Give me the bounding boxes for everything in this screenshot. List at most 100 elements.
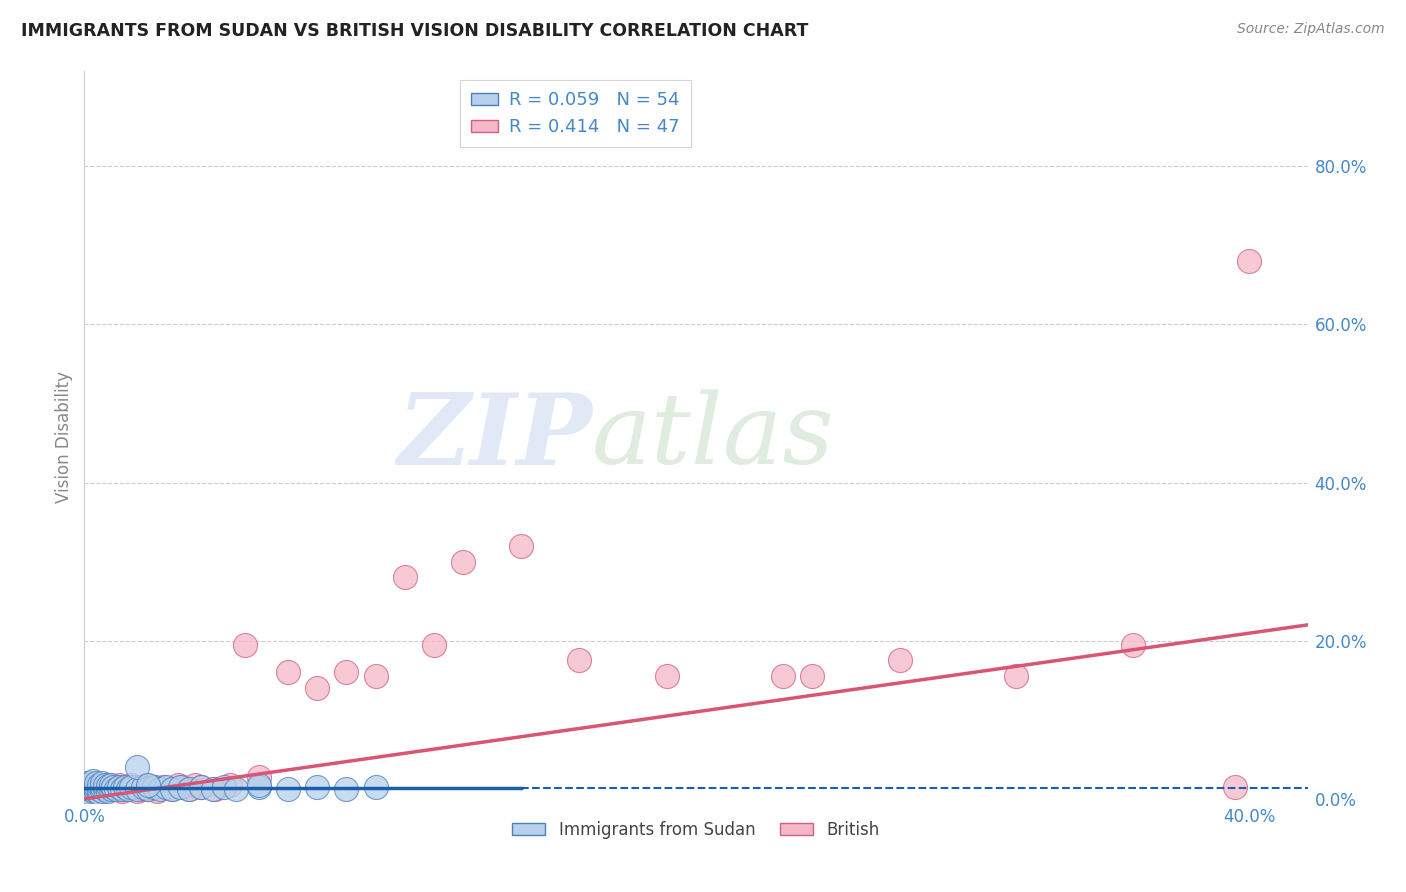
- Point: [307, 780, 329, 794]
- Point: [247, 771, 270, 785]
- Point: [103, 780, 125, 794]
- Point: [131, 782, 153, 797]
- Point: [889, 653, 911, 667]
- Point: [105, 782, 128, 797]
- Point: [225, 782, 247, 797]
- Text: atlas: atlas: [592, 390, 835, 484]
- Point: [364, 669, 387, 683]
- Point: [138, 782, 160, 797]
- Point: [84, 780, 107, 794]
- Point: [131, 780, 153, 794]
- Point: [90, 784, 112, 798]
- Point: [568, 653, 591, 667]
- Point: [84, 784, 107, 798]
- Point: [100, 782, 122, 797]
- Point: [149, 782, 172, 797]
- Point: [84, 776, 107, 790]
- Point: [120, 780, 142, 794]
- Point: [135, 778, 157, 792]
- Point: [247, 780, 270, 794]
- Point: [772, 669, 794, 683]
- Point: [128, 780, 150, 794]
- Point: [117, 782, 139, 797]
- Point: [1122, 638, 1144, 652]
- Point: [100, 778, 122, 792]
- Point: [510, 539, 533, 553]
- Point: [97, 779, 120, 793]
- Point: [335, 782, 357, 797]
- Point: [108, 778, 131, 792]
- Point: [114, 780, 136, 794]
- Text: ZIP: ZIP: [396, 389, 592, 485]
- Point: [655, 669, 678, 683]
- Point: [152, 780, 174, 794]
- Point: [143, 780, 166, 794]
- Point: [87, 782, 110, 797]
- Point: [90, 780, 112, 794]
- Point: [120, 778, 142, 792]
- Point: [100, 782, 122, 797]
- Point: [87, 785, 110, 799]
- Point: [201, 782, 224, 797]
- Point: [179, 782, 201, 797]
- Point: [82, 784, 104, 798]
- Point: [160, 782, 183, 797]
- Point: [138, 778, 160, 792]
- Point: [76, 780, 98, 794]
- Point: [79, 776, 101, 790]
- Legend: Immigrants from Sudan, British: Immigrants from Sudan, British: [505, 814, 887, 846]
- Point: [801, 669, 824, 683]
- Point: [1005, 669, 1028, 683]
- Point: [169, 780, 191, 794]
- Point: [111, 784, 134, 798]
- Point: [125, 782, 148, 797]
- Point: [166, 778, 188, 792]
- Point: [93, 780, 115, 794]
- Point: [79, 779, 101, 793]
- Point: [1223, 780, 1246, 794]
- Point: [138, 782, 160, 797]
- Point: [76, 776, 98, 790]
- Point: [122, 780, 145, 794]
- Point: [79, 785, 101, 799]
- Point: [114, 780, 136, 794]
- Text: IMMIGRANTS FROM SUDAN VS BRITISH VISION DISABILITY CORRELATION CHART: IMMIGRANTS FROM SUDAN VS BRITISH VISION …: [21, 22, 808, 40]
- Point: [93, 778, 115, 792]
- Point: [212, 780, 235, 794]
- Point: [219, 778, 242, 792]
- Point: [87, 778, 110, 792]
- Point: [76, 784, 98, 798]
- Point: [204, 782, 226, 797]
- Point: [87, 782, 110, 797]
- Point: [125, 784, 148, 798]
- Point: [1239, 254, 1261, 268]
- Point: [103, 780, 125, 794]
- Point: [160, 782, 183, 797]
- Point: [125, 760, 148, 774]
- Point: [97, 784, 120, 798]
- Point: [190, 780, 212, 794]
- Point: [93, 782, 115, 797]
- Point: [97, 778, 120, 792]
- Point: [364, 780, 387, 794]
- Point: [277, 665, 299, 680]
- Point: [233, 638, 256, 652]
- Point: [117, 782, 139, 797]
- Point: [146, 784, 169, 798]
- Point: [307, 681, 329, 695]
- Point: [111, 782, 134, 797]
- Point: [179, 782, 201, 797]
- Point: [190, 780, 212, 794]
- Point: [82, 780, 104, 794]
- Point: [82, 774, 104, 789]
- Point: [394, 570, 416, 584]
- Point: [423, 638, 446, 652]
- Text: Source: ZipAtlas.com: Source: ZipAtlas.com: [1237, 22, 1385, 37]
- Point: [82, 778, 104, 792]
- Point: [90, 776, 112, 790]
- Y-axis label: Vision Disability: Vision Disability: [55, 371, 73, 503]
- Point: [184, 778, 207, 792]
- Point: [451, 555, 474, 569]
- Point: [277, 782, 299, 797]
- Point: [155, 780, 177, 794]
